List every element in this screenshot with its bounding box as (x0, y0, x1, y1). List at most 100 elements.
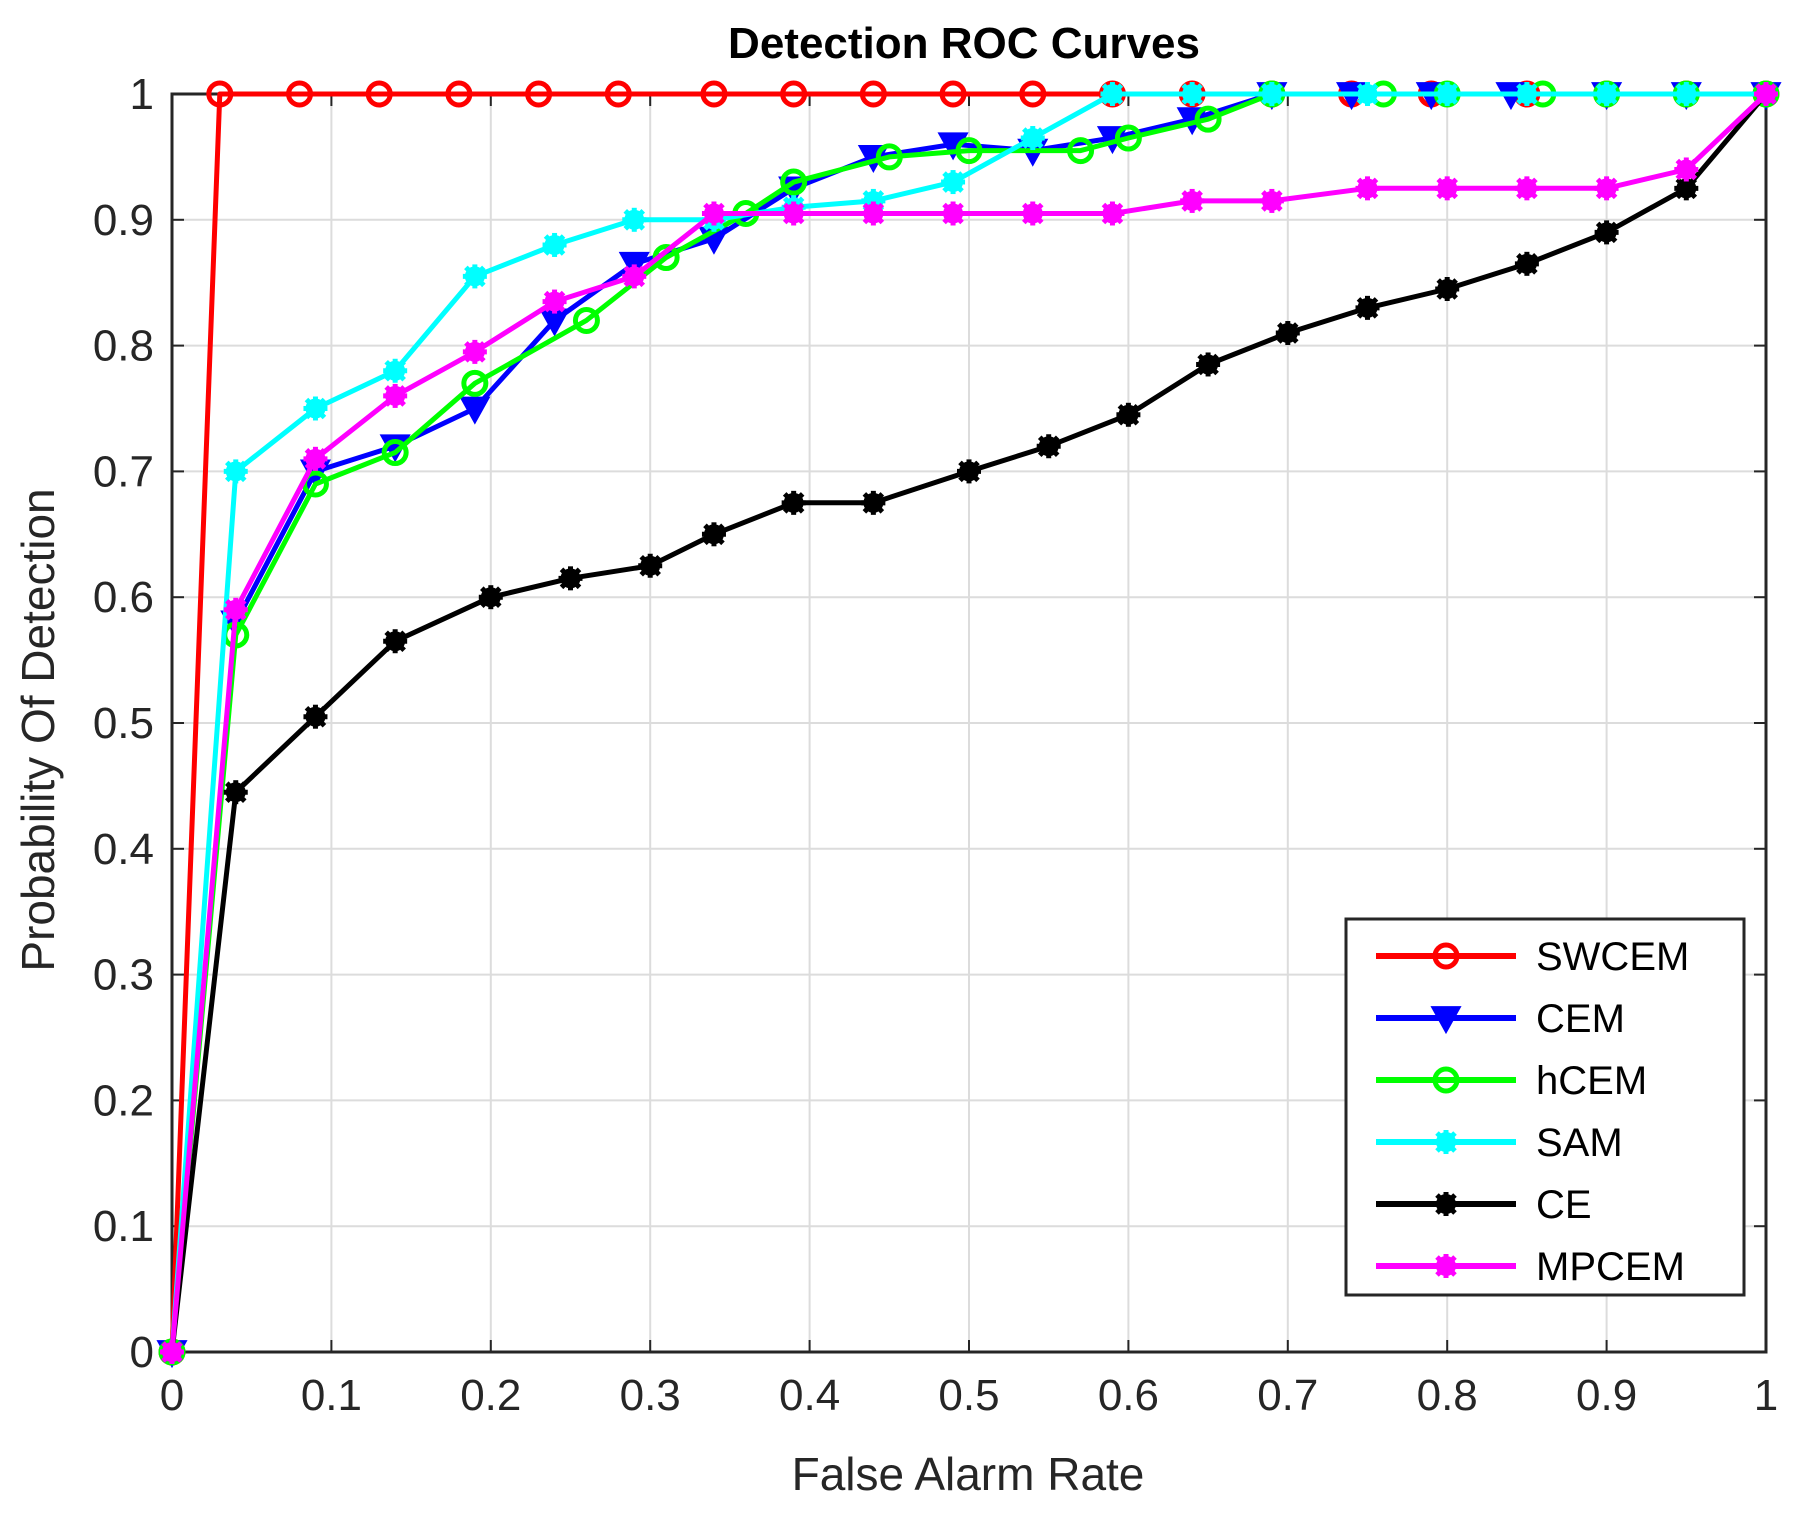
legend-marker-sam-stroke (1435, 1131, 1457, 1153)
data-point-mpcem (223, 597, 248, 622)
x-tick-label: 1 (1754, 1371, 1778, 1420)
data-point-ce (638, 553, 663, 578)
data-point-ce (1514, 251, 1539, 276)
y-tick-label: 0.5 (93, 699, 154, 748)
data-point-mpcem (462, 339, 487, 364)
legend-label-sam: SAM (1536, 1121, 1623, 1165)
legend-marker-swcem (1432, 942, 1460, 970)
data-point-mpcem-stroke (623, 265, 646, 288)
data-point-sam-stroke (1675, 83, 1698, 105)
data-point-mpcem (622, 264, 647, 289)
data-point-ce (781, 490, 806, 515)
data-point-ce-stroke (1117, 404, 1140, 426)
data-point-sam-stroke (1021, 127, 1044, 149)
legend-item-mpcem: MPCEM (1376, 1245, 1685, 1289)
data-point-ce (558, 566, 583, 591)
data-point-sam-stroke (1356, 83, 1379, 105)
legend-item-hcem: hCEM (1376, 1059, 1647, 1103)
data-point-ce-stroke (1277, 322, 1299, 344)
data-point-ce (478, 585, 503, 610)
legend-item-ce: CE (1376, 1183, 1592, 1227)
data-point-mpcem (861, 201, 886, 226)
legend-box (1344, 917, 1746, 1297)
legend-label-swcem: SWCEM (1536, 935, 1689, 979)
legend-marker-sam (1434, 1130, 1458, 1154)
y-tick-label: 0 (130, 1328, 154, 1377)
data-point-mpcem-stroke (304, 448, 327, 470)
data-point-sam-stroke (623, 209, 646, 231)
data-point-mpcem-stroke (942, 202, 964, 225)
series (156, 80, 1782, 1369)
data-point-sam (1355, 82, 1380, 106)
x-tick-label: 0.8 (1417, 1371, 1478, 1420)
data-point-mpcem (160, 1340, 184, 1364)
data-point-sam (1259, 82, 1284, 106)
data-point-ce-stroke (1595, 221, 1618, 244)
legend-label-mpcem: MPCEM (1536, 1245, 1685, 1289)
data-point-swcem (286, 80, 314, 108)
data-point-mpcem-stroke (543, 290, 566, 313)
data-point-sam (1594, 82, 1619, 106)
data-point-mpcem (303, 446, 328, 471)
data-point-ce-stroke (480, 586, 502, 608)
data-point-sam-stroke (464, 265, 486, 288)
data-point-swcem (604, 80, 632, 108)
data-point-sam-stroke (543, 234, 566, 256)
legend-item-cem: CEM (1376, 997, 1625, 1041)
data-point-mpcem-stroke (1021, 202, 1044, 225)
legend-marker-cem (1430, 1006, 1462, 1035)
data-point-swcem (525, 80, 553, 108)
data-point-ce-stroke (1516, 253, 1538, 275)
x-tick-label: 0.4 (779, 1371, 840, 1420)
data-point-mpcem-stroke (1675, 158, 1698, 181)
x-tick-label: 0.3 (620, 1371, 681, 1420)
data-point-swcem (780, 80, 808, 108)
data-point-sam (1100, 82, 1125, 106)
data-point-ce-stroke (703, 523, 725, 546)
legend: SWCEM CEM hCEM SAM CE MPCEM (1344, 917, 1746, 1297)
data-point-ce-stroke (224, 781, 247, 803)
data-point-sam-stroke (304, 397, 327, 420)
data-point-ce-stroke (958, 460, 980, 483)
data-point-swcem (445, 80, 473, 108)
data-point-mpcem-stroke (1101, 202, 1124, 225)
series-ce (160, 82, 1778, 1364)
data-point-ce (223, 780, 248, 805)
data-point-ce (383, 629, 408, 654)
data-point-swcem (206, 80, 234, 108)
legend-label-hcem: hCEM (1536, 1059, 1647, 1103)
data-point-mpcem (383, 383, 408, 408)
data-point-sam-stroke (224, 460, 247, 483)
data-point-ce-stroke (862, 492, 885, 514)
data-point-hcem (1067, 137, 1095, 165)
x-tick-label: 0.9 (1576, 1371, 1637, 1420)
data-point-mpcem (1180, 188, 1205, 213)
data-point-mpcem (1674, 157, 1699, 182)
data-point-mpcem-stroke (1595, 177, 1618, 200)
data-point-sam-stroke (942, 171, 964, 193)
data-point-mpcem (1435, 176, 1460, 201)
data-point-sam (1674, 82, 1699, 106)
data-point-ce (861, 490, 886, 515)
data-point-mpcem (1259, 188, 1284, 213)
legend-item-swcem: SWCEM (1376, 935, 1689, 979)
data-point-hcem (955, 137, 983, 165)
data-point-ce (1116, 402, 1141, 427)
data-point-ce (303, 704, 328, 729)
data-point-mpcem-stroke (703, 202, 725, 225)
data-point-hcem (875, 143, 903, 171)
y-tick-label: 0.8 (93, 322, 154, 371)
data-point-swcem (859, 80, 887, 108)
legend-label-ce: CE (1536, 1183, 1592, 1227)
data-point-ce-stroke (1436, 278, 1458, 300)
legend-marker-mpcem-stroke (1435, 1255, 1457, 1277)
data-point-sam (383, 358, 408, 383)
data-point-ce-stroke (1675, 177, 1698, 200)
data-point-hcem (1194, 105, 1222, 133)
data-point-ce (1674, 176, 1699, 201)
data-point-ce-stroke (384, 630, 406, 652)
data-point-swcem (939, 80, 967, 108)
data-point-mpcem-stroke (161, 1341, 183, 1363)
data-point-ce (1594, 220, 1619, 245)
